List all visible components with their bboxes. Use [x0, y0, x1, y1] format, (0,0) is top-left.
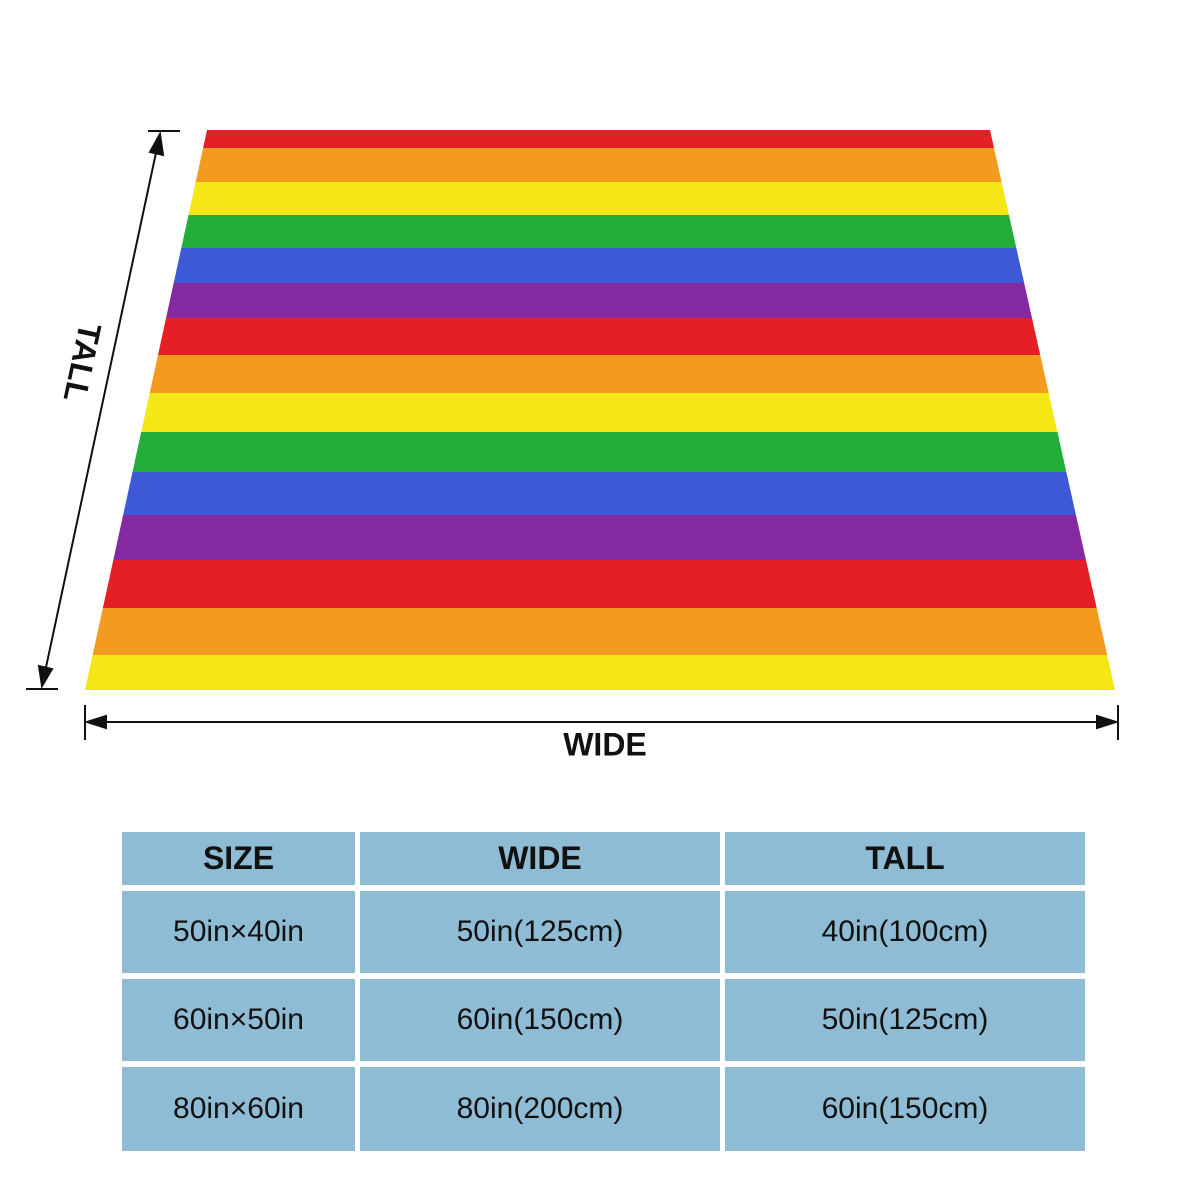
table-cell: 60in×50in	[122, 979, 355, 1061]
table-cell: 80in(200cm)	[360, 1067, 720, 1151]
table-cell: 60in(150cm)	[360, 979, 720, 1061]
blanket	[85, 130, 1115, 690]
wide-arrow	[83, 705, 1120, 740]
tall-arrow	[26, 130, 180, 690]
wide-label: WIDE	[563, 726, 647, 762]
blanket-illustration: TALL WIDE	[26, 130, 1120, 762]
tall-label: TALL	[57, 320, 109, 405]
table-cell: 50in×40in	[122, 891, 355, 973]
header-cell: TALL	[725, 832, 1085, 885]
header-cell: SIZE	[122, 832, 355, 885]
table-cell: 60in(150cm)	[725, 1067, 1085, 1151]
table-cell: 80in×60in	[122, 1067, 355, 1151]
size-table: SIZE WIDE TALL 50in×40in 50in(125cm) 40in(100…	[122, 832, 1085, 1151]
table-cell: 50in(125cm)	[360, 891, 720, 973]
table-cell: 40in(100cm)	[725, 891, 1085, 973]
header-cell: WIDE	[360, 832, 720, 885]
table-cell: 50in(125cm)	[725, 979, 1085, 1061]
